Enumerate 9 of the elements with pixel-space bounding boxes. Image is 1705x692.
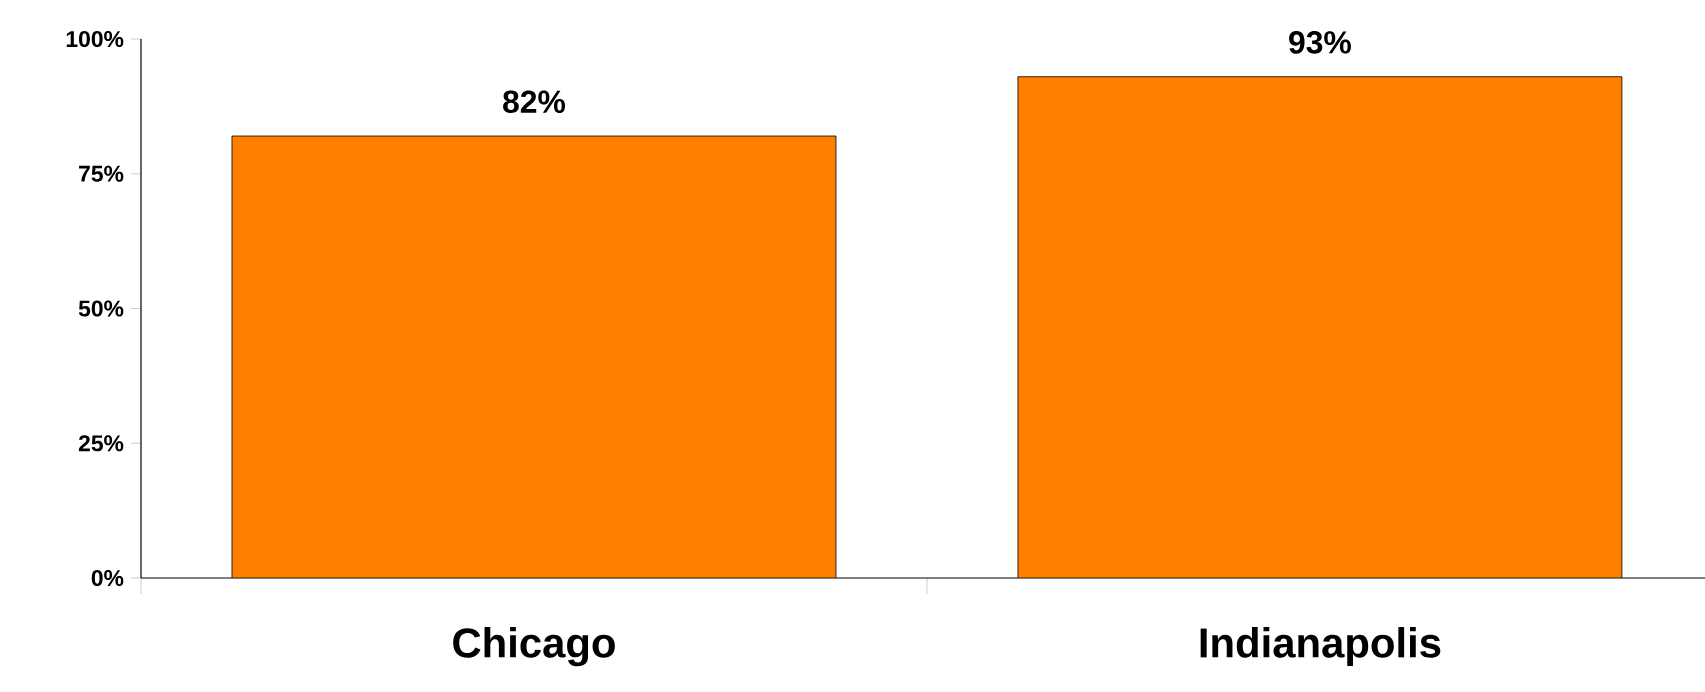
- y-tick-label: 25%: [78, 435, 124, 452]
- y-tick-label: 100%: [66, 30, 124, 48]
- x-tick-label: Chicago: [453, 627, 615, 667]
- x-tick-label: Indianapolis: [1200, 627, 1441, 667]
- data-label: 82%: [503, 90, 566, 113]
- y-tick-label: 75%: [79, 165, 124, 182]
- y-tick-label: 0%: [91, 569, 124, 587]
- y-tick-label: 50%: [78, 300, 124, 317]
- data-label: 93%: [1289, 31, 1351, 54]
